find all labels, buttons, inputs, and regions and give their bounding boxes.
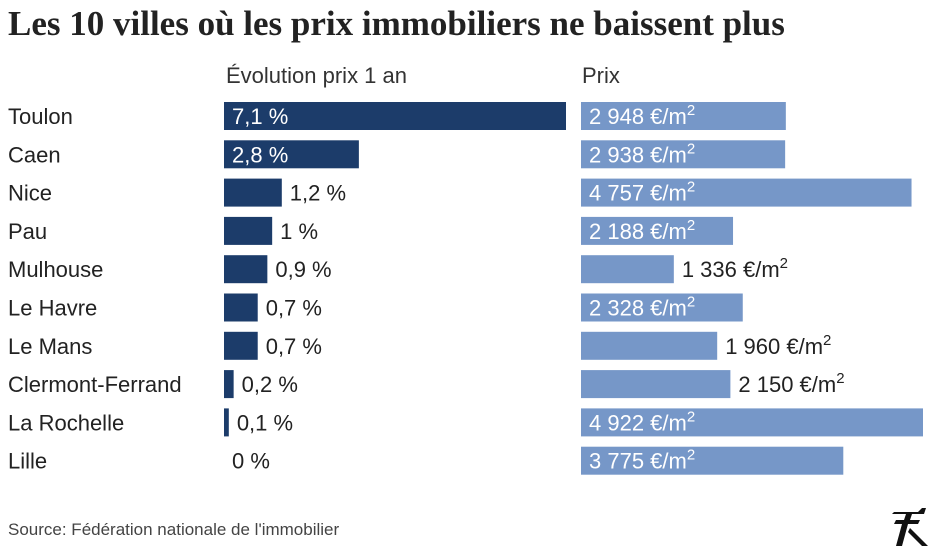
bar-chart: Toulon 7,1 % 2 948 €/m2 Caen 2,8 % 2 938 €/m2…: [8, 102, 923, 475]
evolution-bar: [224, 370, 234, 399]
price-bar: [581, 446, 844, 475]
category-label: Clermont-Ferrand: [8, 372, 182, 397]
price-column-header: Prix: [582, 63, 620, 88]
evolution-bar: [224, 178, 282, 207]
evolution-value-label: 1,2 %: [290, 181, 346, 206]
price-bar: [581, 140, 786, 169]
evolution-value-label: 0,9 %: [275, 257, 331, 282]
price-value-label: 2 150 €/m2: [738, 370, 844, 397]
price-bar: [581, 331, 718, 360]
evolution-value-label: 0,7 %: [266, 296, 322, 321]
price-bar: [581, 408, 923, 437]
price-value-label: 1 960 €/m2: [725, 332, 831, 359]
evolution-value-label: 2,8 %: [232, 142, 288, 167]
evolution-column-header: Évolution prix 1 an: [226, 63, 407, 88]
category-label: Caen: [8, 142, 61, 167]
price-value-label: 2 188 €/m2: [589, 217, 695, 244]
price-value-label: 4 757 €/m2: [589, 179, 695, 206]
price-value-label: 2 948 €/m2: [589, 102, 695, 129]
category-label: La Rochelle: [8, 410, 124, 435]
price-bar: [581, 102, 786, 130]
price-bar: [581, 370, 731, 399]
evolution-bar: [224, 293, 258, 322]
category-label: Nice: [8, 181, 52, 206]
category-label: Mulhouse: [8, 257, 103, 282]
evolution-value-label: 0,7 %: [266, 334, 322, 359]
price-bar: [581, 255, 674, 284]
price-bar: [581, 216, 734, 245]
evolution-value-label: 1 %: [280, 219, 318, 244]
evolution-value-label: 0,2 %: [242, 372, 298, 397]
price-value-label: 2 328 €/m2: [589, 294, 695, 321]
category-label: Toulon: [8, 104, 73, 129]
chart-title: Les 10 villes où les prix immobiliers ne…: [8, 4, 785, 43]
price-value-label: 1 336 €/m2: [682, 255, 788, 282]
price-value-label: 2 938 €/m2: [589, 140, 695, 167]
evolution-bar: [224, 216, 273, 245]
evolution-bar: [224, 140, 359, 169]
evolution-bar: [224, 408, 229, 437]
price-value-label: 3 775 €/m2: [589, 447, 695, 474]
evolution-value-label: 0,1 %: [237, 410, 293, 435]
evolution-bar: [224, 102, 566, 130]
evolution-bar: [224, 255, 268, 284]
evolution-value-label: 7,1 %: [232, 104, 288, 129]
evolution-bar: [224, 331, 258, 360]
evolution-value-label: 0 %: [232, 449, 270, 474]
category-label: Lille: [8, 449, 47, 474]
category-label: Pau: [8, 219, 47, 244]
category-label: Le Havre: [8, 296, 97, 321]
price-bar: [581, 293, 743, 322]
category-label: Le Mans: [8, 334, 92, 359]
source-note: Source: Fédération nationale de l'immobi…: [8, 520, 340, 539]
price-value-label: 4 922 €/m2: [589, 408, 695, 435]
le-figaro-logo: [892, 508, 928, 546]
price-bar: [581, 178, 912, 207]
